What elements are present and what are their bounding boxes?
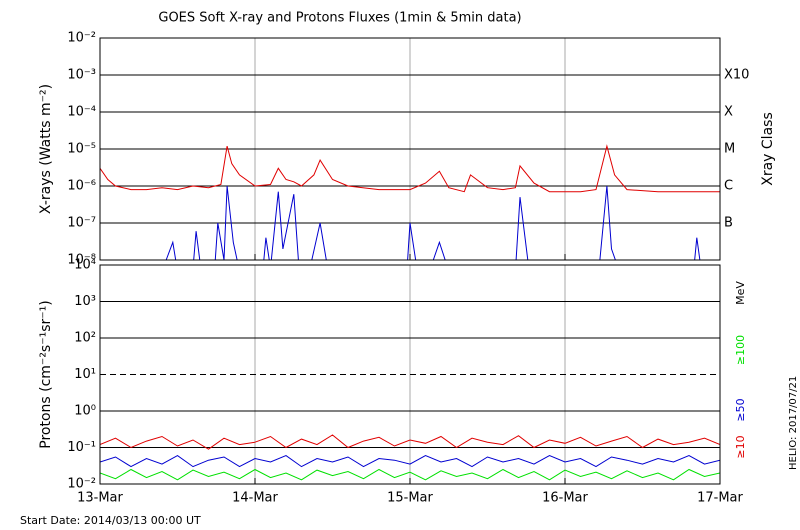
y-tick-label: 10⁻³ (67, 68, 96, 83)
y-tick-label: 10³ (74, 294, 96, 309)
y-tick-label: 10⁻⁸ (67, 253, 96, 268)
x-tick-label: 16-Mar (542, 491, 588, 506)
y2-tick-label: C (724, 179, 733, 194)
y-tick-label: 10⁴ (74, 258, 96, 273)
x-tick-label: 17-Mar (697, 491, 743, 506)
y-tick-label: 10⁻⁵ (67, 142, 96, 157)
y-tick-label: 10⁻⁷ (67, 216, 96, 231)
plot-frame (99, 264, 721, 485)
x-tick-label: 13-Mar (77, 491, 123, 506)
y-tick-label: 10⁻⁶ (67, 179, 96, 194)
series-line (100, 455, 720, 468)
unit-label: MeV (734, 281, 747, 305)
y-tick-label: 10⁰ (74, 404, 96, 419)
y2-tick-label: B (724, 216, 733, 231)
x-tick-label: 14-Mar (232, 491, 278, 506)
start-date: Start Date: 2014/03/13 00:00 UT (20, 514, 201, 527)
y-tick-label: 10¹ (74, 367, 96, 382)
y-axis-label: X-rays (Watts m⁻²) (38, 84, 54, 214)
y2-tick-label: M (724, 142, 735, 157)
legend-entry: ≥50 (734, 398, 747, 421)
legend-entry: ≥100 (734, 335, 747, 365)
x-tick-label: 15-Mar (387, 491, 433, 506)
chart-title: GOES Soft X-ray and Protons Fluxes (1min… (158, 11, 521, 26)
legend-entry: ≥10 (734, 435, 747, 458)
plot-frame (99, 37, 721, 261)
y-axis-label: Protons (cm⁻²s⁻¹sr⁻¹) (38, 300, 54, 449)
y2-tick-label: X10 (724, 68, 749, 83)
y-tick-label: 10⁻⁴ (67, 105, 96, 120)
y-tick-label: 10² (74, 331, 96, 346)
credit: HELIO: 2017/07/21 (788, 376, 799, 470)
series-line (100, 468, 720, 481)
series-line (100, 434, 720, 450)
y-tick-label: 10⁻¹ (67, 440, 96, 455)
y2-axis-label: Xray Class (760, 112, 776, 186)
y2-tick-label: X (724, 105, 733, 120)
y-tick-label: 10⁻² (67, 477, 96, 492)
series-line (100, 144, 720, 193)
y-tick-label: 10⁻² (67, 31, 96, 46)
